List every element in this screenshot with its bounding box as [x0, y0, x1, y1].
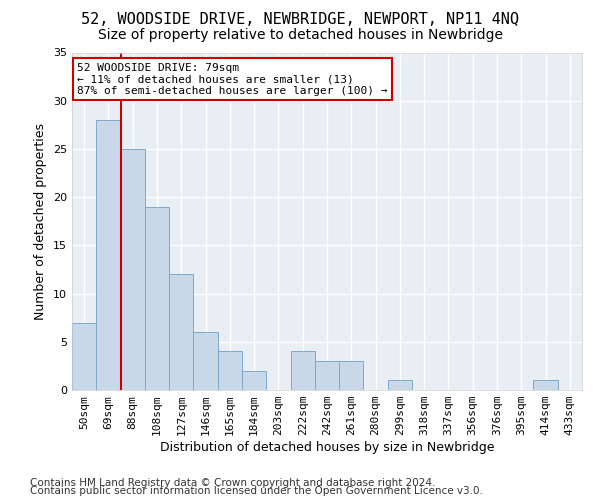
Bar — [315, 361, 339, 390]
X-axis label: Distribution of detached houses by size in Newbridge: Distribution of detached houses by size … — [160, 441, 494, 454]
Bar — [388, 380, 412, 390]
Bar — [533, 380, 558, 390]
Bar — [121, 149, 145, 390]
Bar — [193, 332, 218, 390]
Bar — [145, 207, 169, 390]
Bar — [218, 352, 242, 390]
Bar — [339, 361, 364, 390]
Text: Size of property relative to detached houses in Newbridge: Size of property relative to detached ho… — [97, 28, 503, 42]
Y-axis label: Number of detached properties: Number of detached properties — [34, 122, 47, 320]
Bar — [290, 352, 315, 390]
Bar — [72, 322, 96, 390]
Text: 52, WOODSIDE DRIVE, NEWBRIDGE, NEWPORT, NP11 4NQ: 52, WOODSIDE DRIVE, NEWBRIDGE, NEWPORT, … — [81, 12, 519, 28]
Bar — [169, 274, 193, 390]
Bar — [242, 370, 266, 390]
Text: Contains public sector information licensed under the Open Government Licence v3: Contains public sector information licen… — [30, 486, 483, 496]
Bar — [96, 120, 121, 390]
Text: Contains HM Land Registry data © Crown copyright and database right 2024.: Contains HM Land Registry data © Crown c… — [30, 478, 436, 488]
Text: 52 WOODSIDE DRIVE: 79sqm
← 11% of detached houses are smaller (13)
87% of semi-d: 52 WOODSIDE DRIVE: 79sqm ← 11% of detach… — [77, 62, 388, 96]
